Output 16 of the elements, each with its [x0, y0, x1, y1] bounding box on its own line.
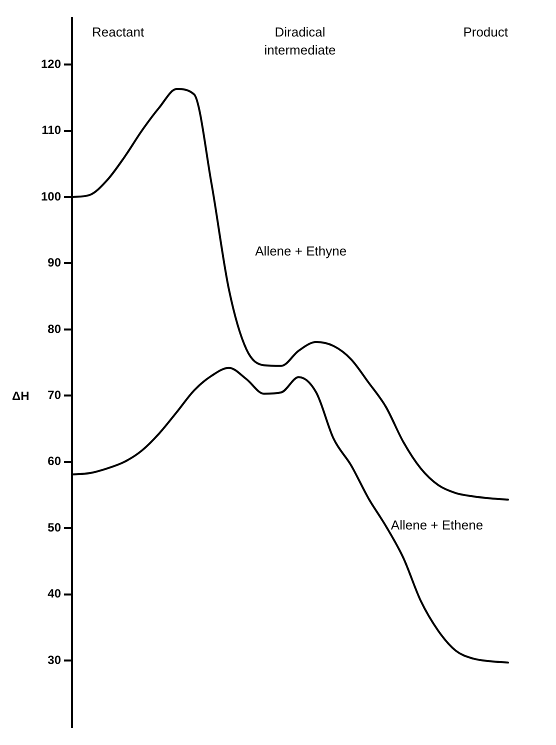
text: Allene + Ethyne	[255, 244, 347, 259]
y-tick-label: 60	[48, 454, 62, 468]
y-tick-label: 90	[48, 256, 62, 270]
y-tick-label: 120	[40, 56, 62, 71]
series-label: Allene + Ethene	[390, 518, 484, 533]
y-tick-label: 50	[48, 520, 62, 534]
y-tick-label: 70	[48, 388, 62, 402]
y-tick-label: 80	[48, 322, 62, 336]
y-tick-label: 30	[48, 652, 62, 667]
y-tick-label: 40	[48, 586, 62, 601]
y-tick-label: 110	[42, 123, 62, 138]
annotation: Reactant	[92, 24, 144, 40]
annotation: Product	[463, 24, 508, 40]
y-axis-title: ΔH	[12, 388, 30, 403]
y-tick-label: 100	[40, 189, 62, 204]
annotation: Diradical intermediate	[264, 24, 336, 58]
